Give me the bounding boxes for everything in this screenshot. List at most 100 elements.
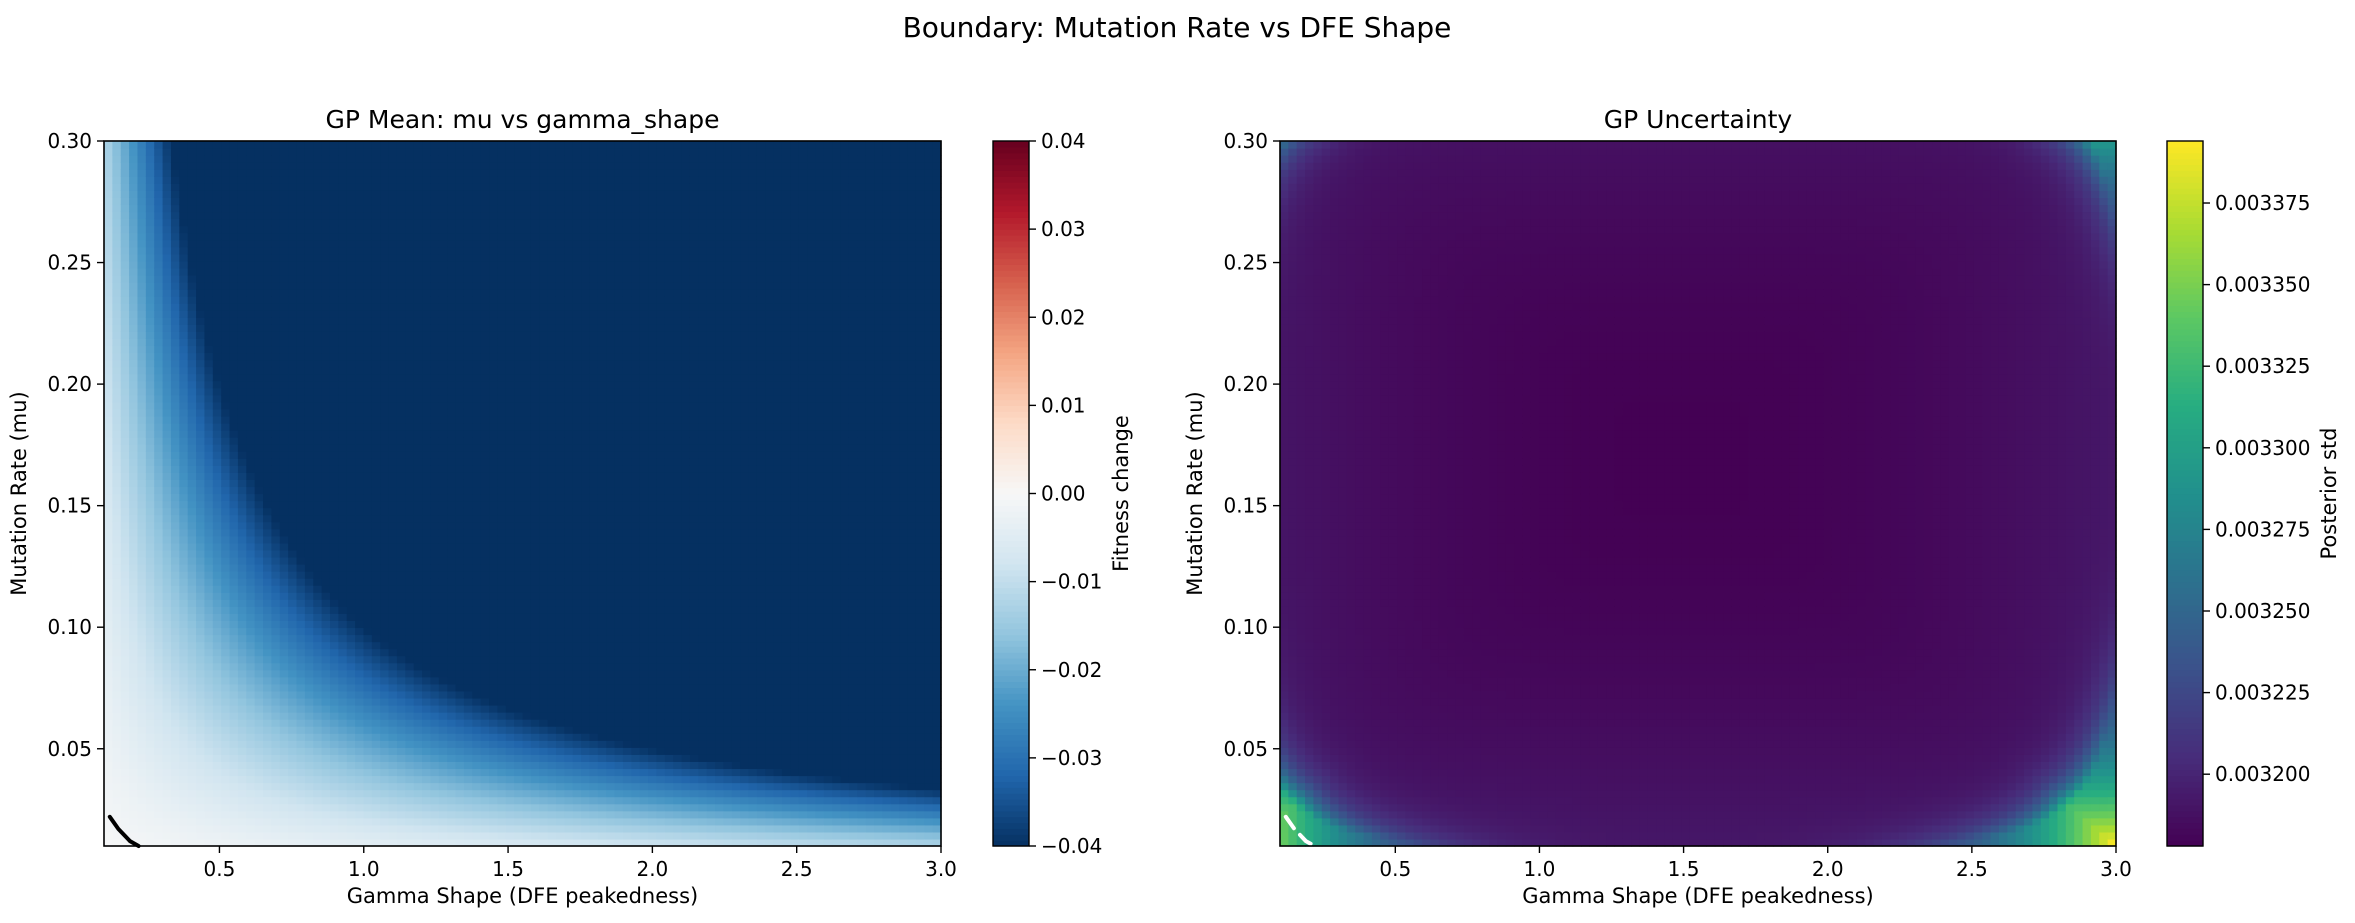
- heatmap-cell: [246, 691, 255, 699]
- heatmap-cell: [104, 479, 113, 487]
- heatmap-cell: [137, 423, 146, 431]
- heatmap-cell: [196, 324, 205, 332]
- heatmap-cell: [137, 635, 146, 643]
- heatmap-cell: [188, 458, 197, 466]
- heatmap-cell: [163, 754, 172, 762]
- heatmap-cell: [179, 367, 188, 375]
- heatmap-cell: [104, 303, 113, 311]
- heatmap-cell: [221, 620, 230, 628]
- heatmap-cell: [221, 684, 230, 692]
- heatmap-cell: [137, 226, 146, 234]
- heatmap-cell: [129, 719, 138, 727]
- heatmap-cell: [104, 768, 113, 776]
- heatmap-cell: [221, 324, 230, 332]
- heatmap-cell: [204, 754, 213, 762]
- heatmap-cell: [213, 613, 222, 621]
- heatmap-cell: [213, 331, 222, 339]
- heatmap-cell: [171, 282, 180, 290]
- heatmap-cell: [137, 331, 146, 339]
- heatmap-cell: [246, 776, 255, 784]
- heatmap-cell: [129, 367, 138, 375]
- heatmap-cell: [154, 155, 163, 163]
- heatmap-cell: [238, 627, 247, 635]
- heatmap-cell: [121, 275, 130, 283]
- heatmap-cell: [221, 176, 230, 184]
- heatmap-cell: [230, 233, 239, 241]
- heatmap-cell: [179, 719, 188, 727]
- heatmap-cell: [163, 437, 172, 445]
- heatmap-cell: [112, 740, 121, 748]
- heatmap-cell: [163, 515, 172, 523]
- heatmap-cell: [196, 761, 205, 769]
- heatmap-cell: [146, 733, 155, 741]
- heatmap-cell: [163, 557, 172, 565]
- heatmap-cell: [188, 402, 197, 410]
- heatmap-cell: [137, 571, 146, 579]
- heatmap-cell: [213, 543, 222, 551]
- heatmap-cell: [129, 197, 138, 205]
- heatmap-cell: [230, 486, 239, 494]
- heatmap-cell: [112, 310, 121, 318]
- heatmap-cell: [230, 733, 239, 741]
- heatmap-cell: [112, 451, 121, 459]
- heatmap-cell: [204, 430, 213, 438]
- heatmap-cell: [146, 627, 155, 635]
- heatmap-cell: [188, 282, 197, 290]
- heatmap-cell: [196, 317, 205, 325]
- heatmap-cell: [221, 465, 230, 473]
- heatmap-cell: [154, 649, 163, 657]
- heatmap-cell: [146, 190, 155, 198]
- heatmap-cell: [230, 388, 239, 396]
- heatmap-cell: [188, 550, 197, 558]
- heatmap-cell: [171, 458, 180, 466]
- heatmap-cell: [196, 670, 205, 678]
- heatmap-cell: [137, 620, 146, 628]
- heatmap-cell: [129, 331, 138, 339]
- heatmap-cell: [121, 606, 130, 614]
- heatmap-cell: [137, 733, 146, 741]
- heatmap-cell: [179, 430, 188, 438]
- heatmap-cell: [146, 832, 155, 840]
- heatmap-cell: [121, 367, 130, 375]
- heatmap-cell: [213, 289, 222, 297]
- heatmap-cell: [221, 529, 230, 537]
- heatmap-cell: [179, 663, 188, 671]
- heatmap-cell: [230, 501, 239, 509]
- heatmap-cell: [146, 289, 155, 297]
- heatmap-cell: [238, 169, 247, 177]
- heatmap-cell: [221, 719, 230, 727]
- heatmap-cell: [246, 747, 255, 755]
- heatmap-cell: [179, 388, 188, 396]
- heatmap-cell: [163, 388, 172, 396]
- heatmap-cell: [154, 423, 163, 431]
- heatmap-cell: [104, 536, 113, 544]
- heatmap-cell: [188, 712, 197, 720]
- heatmap-cell: [179, 508, 188, 516]
- heatmap-cell: [179, 790, 188, 798]
- heatmap-cell: [204, 289, 213, 297]
- heatmap-cell: [129, 465, 138, 473]
- heatmap-cell: [213, 733, 222, 741]
- heatmap-cell: [238, 754, 247, 762]
- heatmap-cell: [238, 141, 247, 149]
- heatmap-cell: [137, 219, 146, 227]
- heatmap-cell: [154, 627, 163, 635]
- heatmap-cell: [137, 691, 146, 699]
- heatmap-cell: [146, 726, 155, 734]
- heatmap-cell: [137, 613, 146, 621]
- heatmap-cell: [112, 148, 121, 156]
- heatmap-cell: [196, 635, 205, 643]
- heatmap-cell: [171, 331, 180, 339]
- heatmap-cell: [171, 740, 180, 748]
- heatmap-cell: [163, 656, 172, 664]
- heatmap-cell: [204, 578, 213, 586]
- heatmap-cell: [230, 557, 239, 565]
- heatmap-cell: [171, 670, 180, 678]
- heatmap-cell: [121, 402, 130, 410]
- heatmap-cell: [179, 190, 188, 198]
- heatmap-cell: [154, 254, 163, 262]
- heatmap-cell: [188, 437, 197, 445]
- heatmap-cell: [213, 797, 222, 805]
- heatmap-cell: [121, 613, 130, 621]
- heatmap-cell: [163, 642, 172, 650]
